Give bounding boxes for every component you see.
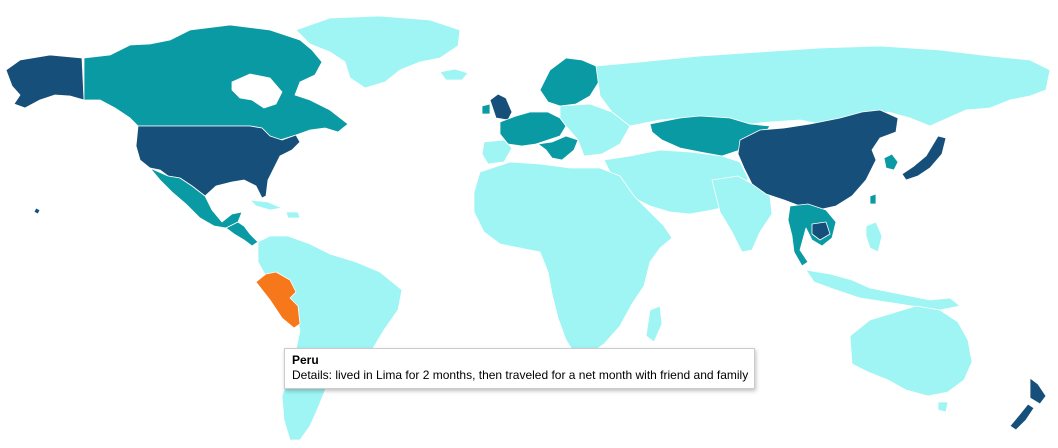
country-tooltip: Peru Details: lived in Lima for 2 months… [284, 348, 756, 389]
country-australia[interactable] [849, 305, 973, 397]
country-iceland[interactable] [439, 68, 469, 81]
country-south-america[interactable] [257, 235, 403, 441]
country-india[interactable] [711, 175, 773, 253]
country-madagascar[interactable] [645, 305, 663, 343]
country-scandinavia[interactable] [539, 57, 601, 107]
hudson-bay [231, 73, 283, 109]
country-central-america[interactable] [225, 221, 259, 247]
country-uk[interactable] [489, 93, 513, 121]
country-iberia[interactable] [481, 139, 513, 165]
country-china[interactable] [737, 109, 899, 211]
country-se-asia[interactable] [787, 203, 837, 267]
country-usa[interactable] [135, 125, 301, 199]
country-russia[interactable] [595, 45, 1051, 127]
country-ireland[interactable] [481, 103, 491, 115]
country-peru[interactable] [255, 271, 301, 329]
country-mexico[interactable] [149, 167, 243, 229]
country-cambodia[interactable] [811, 221, 831, 241]
country-japan[interactable] [901, 135, 947, 181]
country-greenland[interactable] [295, 15, 461, 89]
country-eastern-europe[interactable] [559, 103, 631, 157]
country-hawaii[interactable] [33, 207, 41, 215]
country-indonesia[interactable] [805, 269, 961, 311]
country-italy-croatia[interactable] [537, 135, 579, 161]
tooltip-details: Details: lived in Lima for 2 months, the… [292, 368, 749, 382]
country-africa[interactable] [473, 161, 673, 357]
country-hispaniola[interactable] [285, 211, 301, 219]
country-philippines[interactable] [865, 221, 883, 253]
country-cuba[interactable] [249, 199, 283, 211]
country-new-zealand[interactable] [1009, 377, 1047, 431]
country-south-korea[interactable] [883, 153, 899, 171]
country-taiwan[interactable] [869, 193, 877, 205]
tooltip-title: Peru [292, 353, 319, 367]
country-tasmania[interactable] [937, 401, 949, 413]
country-alaska[interactable] [5, 54, 85, 109]
